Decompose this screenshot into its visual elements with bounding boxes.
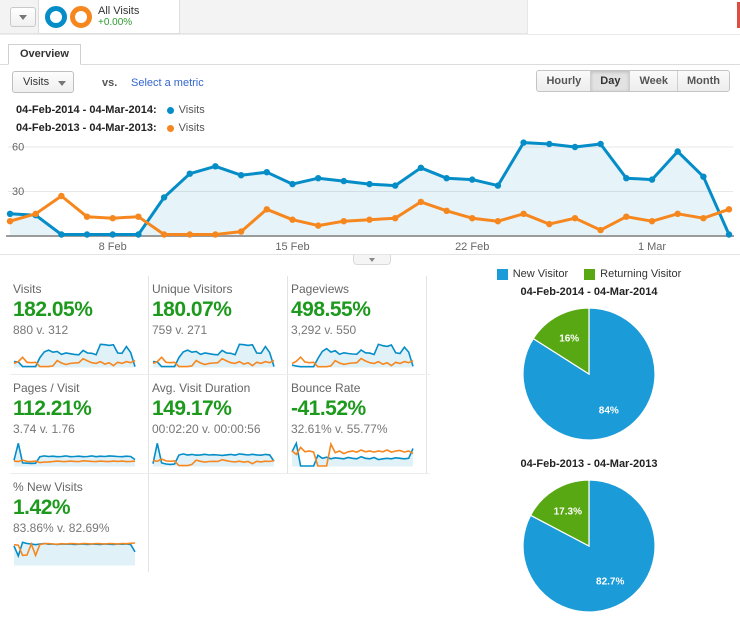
metric-values: 00:02:20 v. 00:00:56 bbox=[152, 422, 261, 436]
metric-sparkline bbox=[291, 340, 415, 370]
donut-orange-icon bbox=[70, 5, 92, 28]
metric-cards-row: Visits 182.05% 880 v. 312 Unique Visitor… bbox=[10, 276, 430, 375]
vs-label: vs. bbox=[102, 77, 118, 89]
legend-series-name: Visits bbox=[178, 122, 205, 134]
segment-collapse-button[interactable] bbox=[10, 7, 36, 27]
visitor-type-panel: New Visitor Returning Visitor 04-Feb-201… bbox=[448, 268, 730, 621]
metric-values: 83.86% v. 82.69% bbox=[13, 521, 110, 535]
time-granularity-group: Hourly Day Week Month bbox=[536, 70, 730, 92]
svg-text:22 Feb: 22 Feb bbox=[455, 241, 489, 253]
pie-legend-label: Returning Visitor bbox=[600, 268, 682, 280]
legend-range-label: 04-Feb-2013 - 04-Mar-2013: bbox=[16, 122, 157, 134]
metric-title: Pages / Visit bbox=[13, 381, 80, 395]
metric-title: Bounce Rate bbox=[291, 381, 361, 395]
metric-card-avg-visit-duration[interactable]: Avg. Visit Duration 149.17% 00:02:20 v. … bbox=[149, 375, 288, 473]
header-divider bbox=[0, 34, 740, 35]
segment-card-all-visits[interactable]: All Visits +0.00% bbox=[38, 0, 180, 34]
returning-visitor-swatch-icon bbox=[584, 268, 596, 280]
tab-overview[interactable]: Overview bbox=[8, 44, 81, 65]
metric-sparkline bbox=[13, 340, 137, 370]
svg-text:8 Feb: 8 Feb bbox=[99, 241, 127, 253]
pie-title-2013: 04-Feb-2013 - 04-Mar-2013 bbox=[520, 458, 658, 470]
range-button-hourly[interactable]: Hourly bbox=[537, 71, 591, 91]
chevron-down-icon bbox=[369, 257, 375, 262]
chart-collapse-handle[interactable] bbox=[353, 255, 391, 265]
metric-selector-label: Visits bbox=[23, 76, 50, 88]
donut-blue-icon bbox=[45, 5, 67, 28]
svg-text:82.7%: 82.7% bbox=[596, 577, 624, 588]
metric-card-bounce-rate[interactable]: Bounce Rate -41.52% 32.61% v. 55.77% bbox=[288, 375, 427, 473]
svg-text:84%: 84% bbox=[599, 405, 619, 416]
chevron-down-icon bbox=[19, 14, 27, 20]
series-dot-blue-icon bbox=[166, 106, 174, 114]
segment-delta: +0.00% bbox=[98, 16, 133, 28]
metric-change: 498.55% bbox=[291, 298, 371, 321]
metric-cards-grid: Visits 182.05% 880 v. 312 Unique Visitor… bbox=[10, 276, 430, 572]
metric-title: % New Visits bbox=[13, 480, 83, 494]
metric-values: 3,292 v. 550 bbox=[291, 323, 357, 337]
metric-values: 3.74 v. 1.76 bbox=[13, 422, 75, 436]
metric-sparkline bbox=[152, 340, 276, 370]
segment-name: All Visits bbox=[98, 4, 140, 17]
metric-change: 182.05% bbox=[13, 298, 93, 321]
range-button-week[interactable]: Week bbox=[629, 71, 678, 91]
pie-legend: New Visitor Returning Visitor bbox=[496, 268, 681, 280]
metric-change: 180.07% bbox=[152, 298, 232, 321]
metric-title: Pageviews bbox=[291, 282, 350, 296]
metric-values: 32.61% v. 55.77% bbox=[291, 422, 388, 436]
metric-title: Avg. Visit Duration bbox=[152, 381, 251, 395]
metric-card-unique-visitors[interactable]: Unique Visitors 180.07% 759 v. 271 bbox=[149, 276, 288, 374]
svg-text:60: 60 bbox=[12, 142, 24, 154]
svg-text:15 Feb: 15 Feb bbox=[275, 241, 309, 253]
visitor-pie-chart-2014[interactable]: 84% 16% bbox=[514, 299, 664, 449]
metric-change: 1.42% bbox=[13, 496, 71, 519]
pie-legend-returning-visitor: Returning Visitor bbox=[584, 268, 681, 280]
pie-legend-new-visitor: New Visitor bbox=[496, 268, 569, 280]
metric-card-new-visits[interactable]: % New Visits 1.42% 83.86% v. 82.69% bbox=[10, 474, 149, 572]
metric-sparkline bbox=[13, 538, 137, 568]
metric-values: 880 v. 312 bbox=[13, 323, 69, 337]
series-dot-orange-icon bbox=[166, 124, 174, 132]
svg-text:17.3%: 17.3% bbox=[554, 506, 582, 517]
metric-values: 759 v. 271 bbox=[152, 323, 208, 337]
metric-cards-row: Pages / Visit 112.21% 3.74 v. 1.76 Avg. … bbox=[10, 375, 430, 474]
visitor-pie-chart-2013[interactable]: 82.7% 17.3% bbox=[514, 471, 664, 621]
cropped-red-element bbox=[737, 2, 740, 28]
metric-card-pageviews[interactable]: Pageviews 498.55% 3,292 v. 550 bbox=[288, 276, 427, 374]
metric-card-visits[interactable]: Visits 182.05% 880 v. 312 bbox=[10, 276, 149, 374]
metric-sparkline bbox=[13, 439, 137, 469]
metric-change: 112.21% bbox=[13, 397, 92, 420]
chart-section-divider bbox=[0, 254, 740, 255]
range-button-day[interactable]: Day bbox=[590, 71, 630, 91]
metric-change: -41.52% bbox=[291, 397, 366, 420]
svg-text:16%: 16% bbox=[559, 334, 579, 345]
pie-legend-label: New Visitor bbox=[512, 268, 569, 280]
metric-cards-row: % New Visits 1.42% 83.86% v. 82.69% bbox=[10, 474, 430, 572]
legend-row-2013: 04-Feb-2013 - 04-Mar-2013: Visits bbox=[16, 122, 205, 134]
metric-card-pages-per-visit[interactable]: Pages / Visit 112.21% 3.74 v. 1.76 bbox=[10, 375, 149, 473]
legend-range-label: 04-Feb-2014 - 04-Mar-2014: bbox=[16, 104, 157, 116]
range-button-month[interactable]: Month bbox=[677, 71, 729, 91]
legend-series-name: Visits bbox=[178, 104, 205, 116]
metric-selector-dropdown[interactable]: Visits bbox=[12, 71, 75, 93]
metric-sparkline bbox=[152, 439, 276, 469]
svg-text:30: 30 bbox=[12, 186, 24, 198]
select-metric-link[interactable]: Select a metric bbox=[131, 77, 204, 89]
metric-title: Visits bbox=[13, 282, 42, 296]
metric-sparkline bbox=[291, 439, 415, 469]
legend-row-2014: 04-Feb-2014 - 04-Mar-2014: Visits bbox=[16, 104, 205, 116]
metric-change: 149.17% bbox=[152, 397, 232, 420]
new-visitor-swatch-icon bbox=[496, 268, 508, 280]
pie-title-2014: 04-Feb-2014 - 04-Mar-2014 bbox=[520, 286, 658, 298]
visits-timeseries-chart[interactable]: 30 60 8 Feb 15 Feb 22 Feb 1 Mar bbox=[0, 130, 740, 262]
svg-text:1 Mar: 1 Mar bbox=[638, 241, 666, 253]
tab-divider bbox=[0, 64, 740, 65]
caret-down-icon bbox=[58, 81, 67, 86]
metric-title: Unique Visitors bbox=[152, 282, 233, 296]
